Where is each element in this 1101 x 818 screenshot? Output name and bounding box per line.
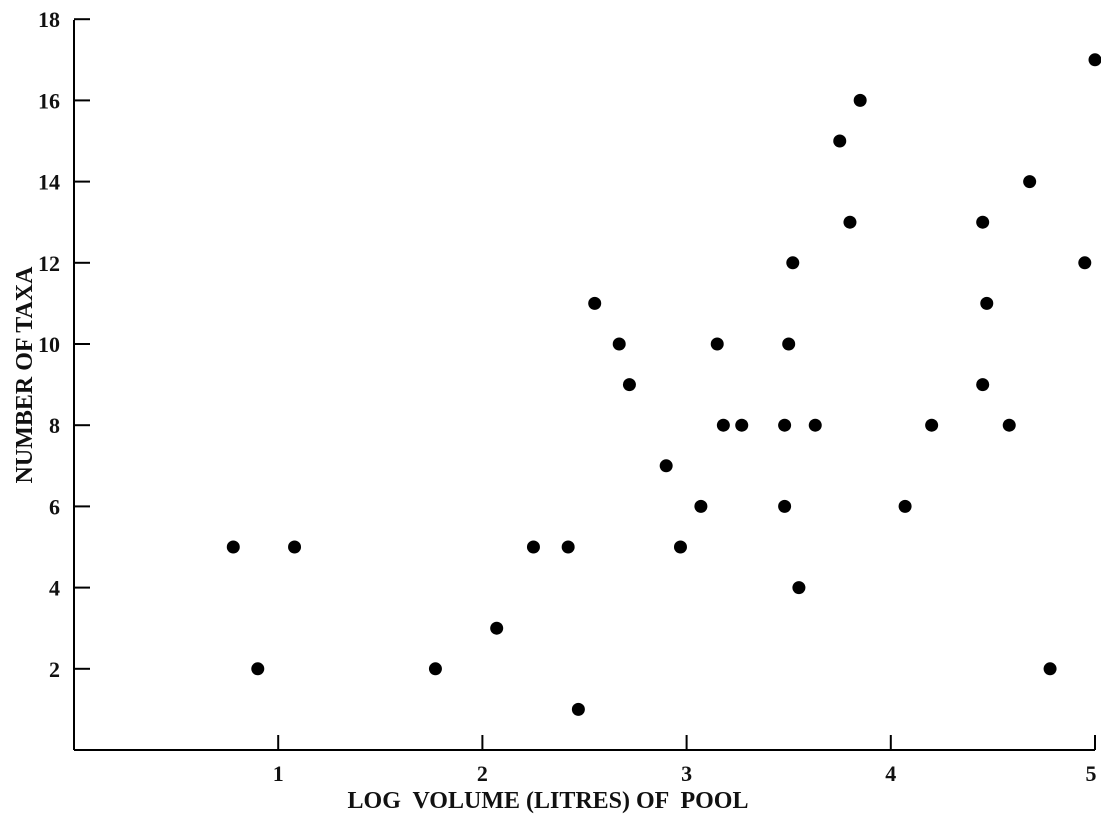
data-point: [976, 215, 990, 229]
y-tick-label: 6: [49, 494, 60, 519]
data-point: [716, 418, 730, 432]
data-point: [1023, 175, 1037, 189]
data-point: [1043, 662, 1057, 676]
x-tick-label: 1: [273, 761, 284, 786]
data-point: [778, 499, 792, 513]
y-tick-label: 12: [38, 251, 60, 276]
data-point: [735, 418, 749, 432]
data-point: [833, 134, 847, 148]
data-point: [710, 337, 724, 351]
data-point: [843, 215, 857, 229]
data-point: [976, 378, 990, 392]
y-axis-title: NUMBER OF TAXA: [12, 266, 38, 484]
y-tick-label: 10: [38, 332, 60, 357]
data-point: [490, 621, 504, 635]
data-point: [288, 540, 302, 554]
data-point: [251, 662, 265, 676]
x-tick-label: 5: [1086, 761, 1097, 786]
data-point: [612, 337, 626, 351]
data-point: [226, 540, 240, 554]
y-ticks: 2 4 6 8 10 12 14 16 18: [38, 7, 90, 682]
data-point: [1078, 256, 1092, 270]
y-tick-label: 16: [38, 88, 60, 113]
data-point: [808, 418, 822, 432]
axes: [73, 20, 1095, 751]
data-points: [226, 53, 1101, 716]
data-point: [694, 499, 708, 513]
data-point: [571, 702, 585, 716]
y-tick-label: 18: [38, 7, 60, 32]
y-tick-label: 8: [49, 413, 60, 438]
data-point: [659, 459, 673, 473]
data-point: [786, 256, 800, 270]
x-tick-label: 2: [477, 761, 488, 786]
data-point: [980, 296, 994, 310]
data-point: [778, 418, 792, 432]
data-point: [792, 581, 806, 595]
data-point: [925, 418, 939, 432]
data-point: [1002, 418, 1016, 432]
y-tick-label: 2: [49, 657, 60, 682]
data-point: [782, 337, 796, 351]
y-tick-label: 4: [49, 576, 60, 601]
data-point: [1088, 53, 1101, 67]
data-point: [622, 378, 636, 392]
data-point: [853, 93, 867, 107]
data-point: [526, 540, 540, 554]
y-tick-label: 14: [38, 170, 60, 195]
data-point: [898, 499, 912, 513]
data-point: [561, 540, 575, 554]
x-tick-label: 3: [681, 761, 692, 786]
x-ticks: 1 2 3 4 5: [273, 735, 1097, 786]
data-point: [673, 540, 687, 554]
data-point: [428, 662, 442, 676]
x-tick-label: 4: [885, 761, 896, 786]
x-axis-title: LOG VOLUME (LITRES) OF POOL: [348, 788, 749, 814]
data-point: [588, 296, 602, 310]
